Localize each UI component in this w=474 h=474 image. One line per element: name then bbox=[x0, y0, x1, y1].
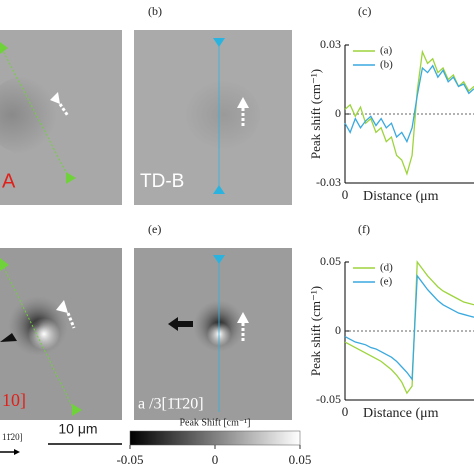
marker bbox=[72, 404, 82, 416]
legend-label: (e) bbox=[380, 276, 393, 288]
colorbar-label: Peak Shift [cm⁻¹] bbox=[179, 417, 250, 428]
arrow bbox=[66, 312, 76, 329]
profile-line bbox=[1, 263, 76, 413]
x-axis-label: Distance (μm bbox=[363, 189, 439, 204]
y-tick-label: 0 bbox=[335, 106, 341, 120]
arrow bbox=[168, 317, 178, 331]
arrow bbox=[58, 103, 70, 117]
marker bbox=[66, 172, 76, 184]
x-tick-label: 0 bbox=[342, 187, 349, 202]
y-axis-label: Peak shift (cm⁻¹) bbox=[308, 69, 323, 159]
profile-line bbox=[0, 44, 71, 181]
legend-label: (a) bbox=[380, 45, 393, 57]
legend-label: (d) bbox=[380, 262, 393, 274]
image-label: 10] bbox=[2, 390, 26, 410]
series-line bbox=[344, 49, 474, 176]
arrow bbox=[50, 92, 60, 104]
direction-label: 11̄20] bbox=[2, 432, 23, 442]
panel-label: (f) bbox=[358, 222, 370, 236]
colorbar-tick-label: 0 bbox=[212, 452, 219, 467]
series-line bbox=[344, 260, 474, 395]
panel-label: (c) bbox=[358, 4, 371, 18]
y-tick-label: -0.03 bbox=[316, 175, 341, 189]
marker bbox=[213, 38, 225, 47]
arrow bbox=[237, 312, 249, 323]
y-tick-label: -0.05 bbox=[316, 392, 341, 406]
colorbar-tick-label: -0.05 bbox=[116, 452, 143, 467]
image-shade bbox=[28, 318, 60, 350]
x-tick-label: 0 bbox=[342, 404, 349, 419]
colorbar-tick-label: 0.05 bbox=[289, 452, 312, 467]
arrow bbox=[56, 300, 68, 313]
series-line bbox=[344, 273, 474, 382]
x-axis-label: Distance (μm bbox=[363, 406, 439, 421]
y-tick-label: 0 bbox=[335, 323, 341, 337]
y-tick-label: 0.03 bbox=[320, 37, 341, 51]
series-line bbox=[344, 64, 474, 144]
arrow bbox=[237, 97, 249, 108]
scale-label: 10 μm bbox=[58, 421, 97, 437]
marker bbox=[0, 258, 9, 271]
colorbar bbox=[129, 430, 301, 446]
marker bbox=[213, 255, 225, 264]
panel-label: (e) bbox=[148, 222, 161, 236]
arrow bbox=[0, 333, 17, 342]
marker bbox=[0, 42, 8, 54]
panel-label: (b) bbox=[148, 4, 162, 18]
image-label: TD-B bbox=[140, 171, 184, 192]
arrow bbox=[177, 321, 193, 327]
legend-label: (b) bbox=[380, 59, 393, 71]
image-label: a /3[1̄1̄20] bbox=[138, 396, 204, 413]
marker bbox=[213, 185, 225, 194]
image-label: A bbox=[2, 170, 16, 192]
arrow bbox=[14, 449, 20, 455]
image-shade bbox=[180, 80, 260, 150]
y-axis-label: Peak shift (cm⁻¹) bbox=[308, 286, 323, 376]
y-tick-label: 0.05 bbox=[320, 254, 341, 268]
